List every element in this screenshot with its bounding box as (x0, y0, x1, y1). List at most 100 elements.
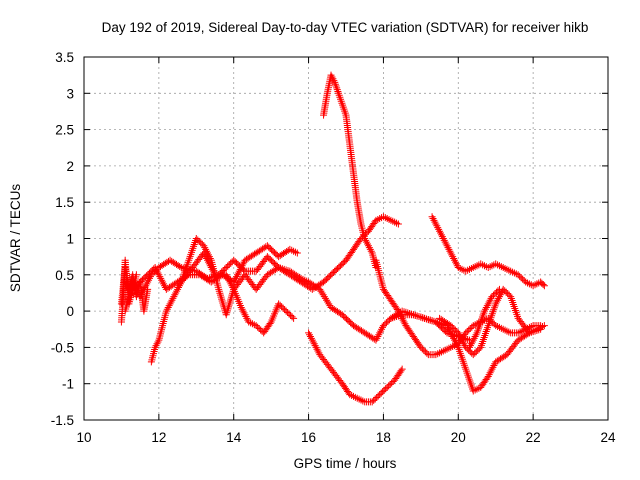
data-point (176, 263, 184, 271)
data-point (481, 305, 489, 313)
data-point (209, 267, 217, 275)
data-point (397, 367, 405, 375)
data-point (446, 327, 454, 335)
data-point (312, 343, 320, 351)
data-point (318, 289, 326, 297)
data-point (166, 300, 174, 308)
data-point (143, 280, 151, 288)
series-sat-j (428, 213, 548, 290)
data-point (153, 340, 161, 348)
y-tick-label: -0.5 (51, 340, 74, 355)
data-point (201, 251, 209, 259)
y-tick-label: 0 (66, 304, 74, 319)
data-point (203, 254, 211, 262)
y-tick-label: 2 (66, 159, 74, 174)
data-point (485, 298, 493, 306)
data-point (399, 316, 407, 324)
data-point (239, 260, 247, 268)
data-point (470, 334, 478, 342)
data-point (331, 80, 339, 88)
data-point (202, 253, 210, 261)
data-point (467, 340, 475, 348)
data-point (376, 391, 384, 399)
data-point (321, 294, 329, 302)
data-point (382, 319, 390, 327)
data-point (482, 303, 490, 311)
data-point (519, 275, 527, 283)
data-point (320, 293, 328, 301)
data-point (157, 274, 165, 282)
data-point (540, 322, 548, 330)
data-point (164, 303, 172, 311)
data-point (367, 247, 375, 255)
x-tick-label: 10 (76, 430, 91, 445)
y-tick-label: 0.5 (55, 268, 74, 283)
data-point (204, 258, 212, 266)
data-point (374, 392, 382, 400)
data-point (448, 331, 456, 339)
series-sat-g (320, 71, 380, 272)
data-point (165, 302, 173, 310)
data-point (447, 322, 455, 330)
data-point (451, 336, 459, 344)
data-point (380, 386, 388, 394)
data-point (469, 351, 477, 359)
data-point (428, 213, 436, 221)
y-tick-label: -1.5 (51, 413, 74, 428)
data-point (173, 287, 181, 295)
data-point (379, 388, 387, 396)
data-point (200, 249, 208, 257)
data-point (219, 266, 227, 274)
data-point (456, 333, 464, 341)
data-point (174, 285, 182, 293)
data-point (222, 271, 230, 279)
data-point (504, 290, 512, 298)
data-point (170, 293, 178, 301)
data-point (362, 236, 370, 244)
data-point (444, 244, 452, 252)
data-point (167, 298, 175, 306)
data-point (430, 216, 438, 224)
data-point (415, 313, 423, 321)
data-point (375, 331, 383, 339)
data-point (495, 294, 503, 302)
data-point (151, 264, 159, 272)
data-point (378, 325, 386, 333)
data-point (154, 338, 162, 346)
data-point (333, 86, 341, 94)
data-point (383, 383, 391, 391)
data-point (449, 253, 457, 261)
data-point (417, 343, 425, 351)
data-point (435, 225, 443, 233)
data-point (240, 309, 248, 317)
data-point (373, 334, 381, 342)
series-sat-m (466, 285, 503, 351)
data-point (254, 323, 262, 331)
data-point (162, 307, 170, 315)
data-point (376, 329, 384, 337)
data-point (368, 398, 376, 406)
data-point (436, 227, 444, 235)
data-point (332, 82, 340, 90)
y-tick-label: 3 (66, 86, 74, 101)
data-point (278, 303, 286, 311)
x-tick-label: 20 (451, 430, 466, 445)
data-point (450, 254, 458, 262)
data-point (132, 271, 140, 279)
data-point (279, 304, 287, 312)
data-point (452, 260, 460, 268)
data-point (448, 251, 456, 259)
data-point (502, 288, 510, 296)
data-point (433, 222, 441, 230)
data-point (445, 245, 453, 253)
x-axis-label: GPS time / hours (294, 456, 397, 471)
data-point (422, 315, 430, 323)
data-point (472, 331, 480, 339)
x-axis-ticks: 10 12 14 16 18 20 22 24 (76, 57, 616, 445)
data-point (494, 296, 502, 304)
data-point (140, 285, 148, 293)
data-point (486, 296, 494, 304)
data-point (323, 296, 331, 304)
data-point (241, 311, 249, 319)
data-point (462, 329, 470, 337)
